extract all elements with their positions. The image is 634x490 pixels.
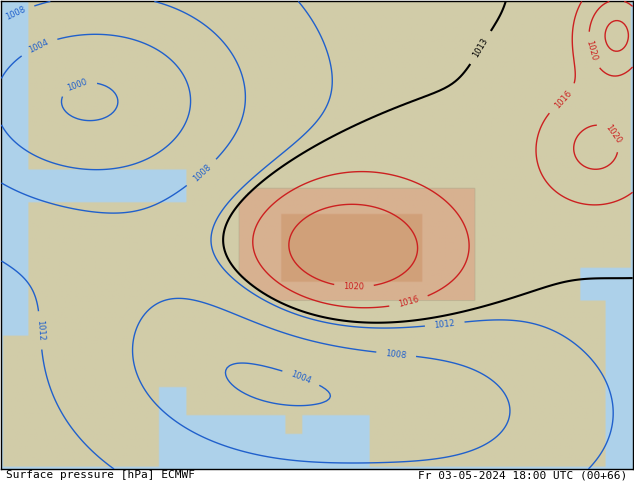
Text: 1016: 1016 [398,295,420,309]
Text: 1020: 1020 [344,282,365,292]
Text: 1004: 1004 [27,37,50,54]
Text: 1004: 1004 [290,369,313,386]
Text: 1013: 1013 [471,36,490,59]
Text: 1012: 1012 [434,318,456,330]
Text: Fr 03-05-2024 18:00 UTC (00+66): Fr 03-05-2024 18:00 UTC (00+66) [418,470,628,480]
Text: 1020: 1020 [584,39,598,62]
Text: 1020: 1020 [604,122,623,145]
Text: 1008: 1008 [4,4,27,22]
Text: Surface pressure [hPa] ECMWF: Surface pressure [hPa] ECMWF [6,470,195,480]
Text: 1000: 1000 [66,77,89,93]
Text: 1008: 1008 [191,163,213,183]
Text: 1012: 1012 [35,319,46,341]
Text: 1016: 1016 [553,88,573,110]
Text: 1008: 1008 [385,348,407,360]
